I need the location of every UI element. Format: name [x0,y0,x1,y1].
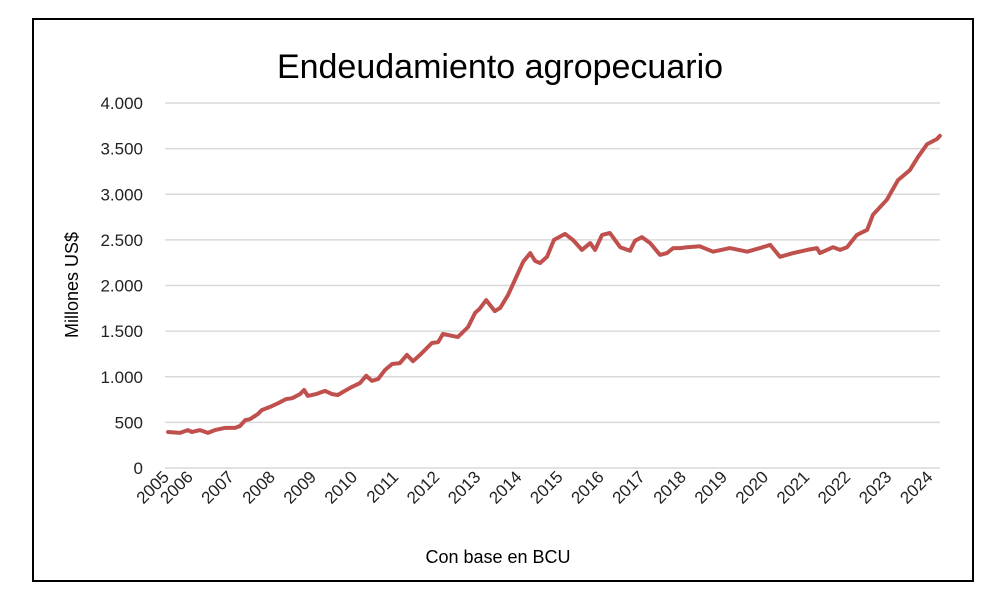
x-tick-label: 2012 [403,467,443,507]
x-tick-label: 2022 [814,467,854,507]
x-tick-label: 2011 [363,467,402,506]
x-tick-label: 2018 [650,467,690,507]
x-tick-label: 2020 [732,467,772,507]
chart-title: Endeudamiento agropecuario [277,48,723,86]
x-tick-label: 2010 [321,467,361,507]
y-tick-label: 0 [134,459,143,478]
y-tick-label: 2.500 [100,231,143,250]
x-tick-label: 2009 [280,467,320,507]
series-line [166,133,942,435]
x-tick-label: 2017 [609,467,649,507]
x-tick-label: 2015 [526,467,566,507]
y-tick-label: 4.000 [100,94,143,113]
x-tick-label: 2014 [485,467,525,507]
x-tick-label: 2024 [896,467,936,507]
x-tick-label: 2007 [198,467,238,507]
y-tick-label: 1.500 [100,322,143,341]
y-tick-label: 3.500 [100,140,143,159]
x-tick-label: 2016 [568,467,608,507]
x-tick-label: 2013 [444,467,484,507]
chart-frame [32,18,974,582]
y-tick-label: 500 [115,413,143,432]
y-tick-label: 1.000 [100,368,143,387]
x-axis-label: Con base en BCU [425,547,570,567]
y-axis-label: Millones US$ [62,232,82,338]
x-tick-label: 2008 [239,467,279,507]
y-tick-label: 3.000 [100,185,143,204]
x-tick-label: 2019 [691,467,731,507]
x-tick-label: 2023 [855,467,895,507]
y-tick-label: 2.000 [100,277,143,296]
x-tick-label: 2021 [773,467,813,507]
